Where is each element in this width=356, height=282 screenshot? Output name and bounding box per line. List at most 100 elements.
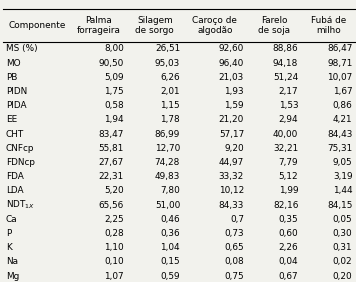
- Text: 21,03: 21,03: [219, 73, 244, 82]
- Text: 2,25: 2,25: [104, 215, 124, 224]
- Text: Na: Na: [6, 257, 18, 266]
- Text: 55,81: 55,81: [99, 144, 124, 153]
- Text: 1,07: 1,07: [104, 272, 124, 281]
- Text: 10,07: 10,07: [327, 73, 352, 82]
- Text: 40,00: 40,00: [273, 130, 298, 139]
- Text: P: P: [6, 229, 11, 238]
- Text: 0,35: 0,35: [279, 215, 298, 224]
- Text: MO: MO: [6, 59, 20, 68]
- Text: 3,19: 3,19: [333, 172, 352, 181]
- Text: 26,51: 26,51: [155, 45, 180, 54]
- Text: 2,26: 2,26: [279, 243, 298, 252]
- Text: K: K: [6, 243, 11, 252]
- Text: 10,12: 10,12: [219, 186, 244, 195]
- Text: 82,16: 82,16: [273, 201, 298, 210]
- Text: 5,09: 5,09: [104, 73, 124, 82]
- Text: 5,12: 5,12: [279, 172, 298, 181]
- Text: PB: PB: [6, 73, 17, 82]
- Text: 2,17: 2,17: [279, 87, 298, 96]
- Text: Mg: Mg: [6, 272, 19, 281]
- Text: 74,28: 74,28: [155, 158, 180, 167]
- Text: 84,43: 84,43: [327, 130, 352, 139]
- Text: 7,80: 7,80: [161, 186, 180, 195]
- Text: 51,24: 51,24: [273, 73, 298, 82]
- Text: 1,94: 1,94: [104, 116, 124, 124]
- Text: 1,59: 1,59: [224, 101, 244, 110]
- Text: 4,21: 4,21: [333, 116, 352, 124]
- Text: CNFcp: CNFcp: [6, 144, 34, 153]
- Text: 2,01: 2,01: [161, 87, 180, 96]
- Text: PIDA: PIDA: [6, 101, 26, 110]
- Text: 0,05: 0,05: [333, 215, 352, 224]
- Text: Caroço de
algodão: Caroço de algodão: [193, 16, 237, 35]
- Text: FDNcp: FDNcp: [6, 158, 35, 167]
- Text: 1,10: 1,10: [104, 243, 124, 252]
- Text: 0,20: 0,20: [333, 272, 352, 281]
- Text: 49,83: 49,83: [155, 172, 180, 181]
- Text: 75,31: 75,31: [327, 144, 352, 153]
- Text: 0,65: 0,65: [224, 243, 244, 252]
- Text: Palma
forrageira: Palma forrageira: [77, 16, 121, 35]
- Text: CHT: CHT: [6, 130, 24, 139]
- Text: 21,20: 21,20: [219, 116, 244, 124]
- Text: LDA: LDA: [6, 186, 23, 195]
- Text: 1,44: 1,44: [333, 186, 352, 195]
- Text: Componente: Componente: [8, 21, 66, 30]
- Text: Silagem
de sorgo: Silagem de sorgo: [136, 16, 174, 35]
- Text: 57,17: 57,17: [219, 130, 244, 139]
- Text: 95,03: 95,03: [155, 59, 180, 68]
- Text: 33,32: 33,32: [219, 172, 244, 181]
- Text: 5,20: 5,20: [104, 186, 124, 195]
- Text: 0,04: 0,04: [279, 257, 298, 266]
- Text: 98,71: 98,71: [327, 59, 352, 68]
- Text: 84,15: 84,15: [327, 201, 352, 210]
- Text: NDT$_{1X}$: NDT$_{1X}$: [6, 199, 35, 212]
- Text: 83,47: 83,47: [99, 130, 124, 139]
- Text: 1,93: 1,93: [224, 87, 244, 96]
- Text: 0,58: 0,58: [104, 101, 124, 110]
- Text: 1,67: 1,67: [333, 87, 352, 96]
- Text: 88,86: 88,86: [273, 45, 298, 54]
- Text: 0,15: 0,15: [161, 257, 180, 266]
- Text: 22,31: 22,31: [99, 172, 124, 181]
- Text: 65,56: 65,56: [99, 201, 124, 210]
- Text: 12,70: 12,70: [155, 144, 180, 153]
- Text: 0,10: 0,10: [104, 257, 124, 266]
- Text: 0,02: 0,02: [333, 257, 352, 266]
- Text: 86,47: 86,47: [327, 45, 352, 54]
- Text: 92,60: 92,60: [219, 45, 244, 54]
- Text: 0,30: 0,30: [333, 229, 352, 238]
- Text: 1,75: 1,75: [104, 87, 124, 96]
- Text: 1,99: 1,99: [279, 186, 298, 195]
- Text: 1,78: 1,78: [161, 116, 180, 124]
- Text: 6,26: 6,26: [161, 73, 180, 82]
- Text: Fubá de
milho: Fubá de milho: [310, 16, 346, 35]
- Text: Farelo
de soja: Farelo de soja: [258, 16, 290, 35]
- Text: PIDN: PIDN: [6, 87, 27, 96]
- Text: 0,86: 0,86: [333, 101, 352, 110]
- Text: 0,7: 0,7: [230, 215, 244, 224]
- Text: 27,67: 27,67: [99, 158, 124, 167]
- Text: 0,73: 0,73: [224, 229, 244, 238]
- Text: 94,18: 94,18: [273, 59, 298, 68]
- Text: 51,00: 51,00: [155, 201, 180, 210]
- Text: 0,59: 0,59: [161, 272, 180, 281]
- Text: 0,46: 0,46: [161, 215, 180, 224]
- Text: 96,40: 96,40: [219, 59, 244, 68]
- Text: 0,75: 0,75: [224, 272, 244, 281]
- Text: 32,21: 32,21: [273, 144, 298, 153]
- Text: 0,31: 0,31: [333, 243, 352, 252]
- Text: 0,28: 0,28: [104, 229, 124, 238]
- Text: 9,05: 9,05: [333, 158, 352, 167]
- Text: 9,20: 9,20: [224, 144, 244, 153]
- Text: 8,00: 8,00: [104, 45, 124, 54]
- Text: Ca: Ca: [6, 215, 17, 224]
- Text: 44,97: 44,97: [219, 158, 244, 167]
- Text: 1,04: 1,04: [161, 243, 180, 252]
- Text: 7,79: 7,79: [279, 158, 298, 167]
- Text: 90,50: 90,50: [99, 59, 124, 68]
- Text: 2,94: 2,94: [279, 116, 298, 124]
- Text: 1,53: 1,53: [279, 101, 298, 110]
- Text: 84,33: 84,33: [219, 201, 244, 210]
- Text: EE: EE: [6, 116, 17, 124]
